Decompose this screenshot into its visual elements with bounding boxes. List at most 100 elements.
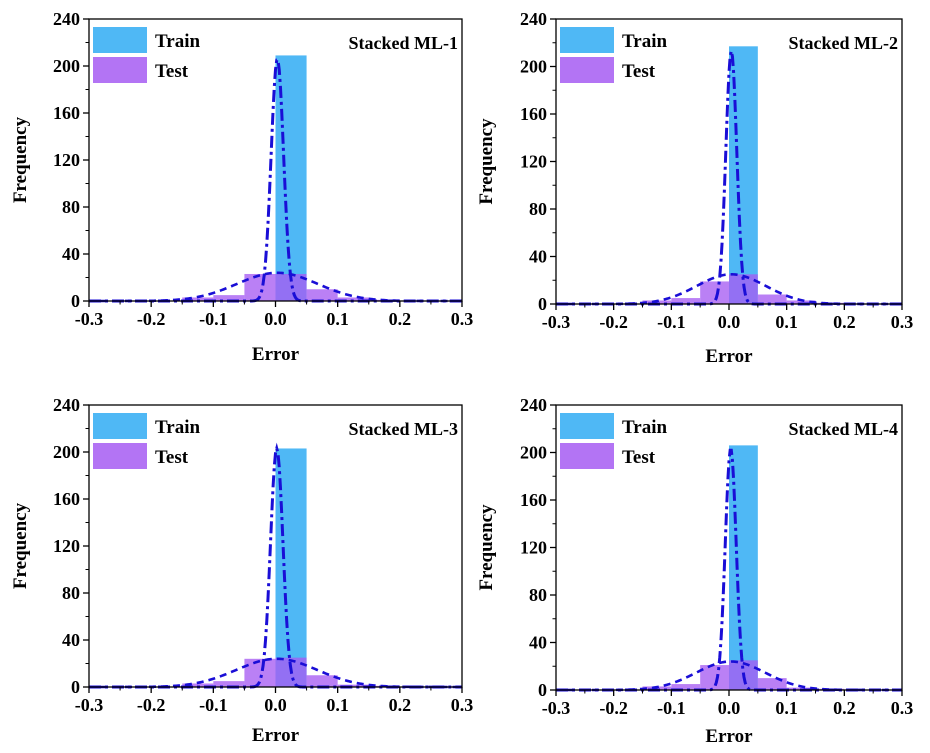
y-tick-label: 120 bbox=[53, 150, 80, 170]
legend-label-train: Train bbox=[155, 417, 200, 438]
x-tick-label: -0.2 bbox=[137, 695, 166, 715]
y-tick-label: 240 bbox=[520, 395, 547, 415]
y-tick-label: 80 bbox=[529, 585, 547, 605]
y-tick-label: 160 bbox=[53, 489, 80, 509]
test-bar bbox=[671, 684, 701, 690]
x-axis-title: Error bbox=[252, 344, 300, 365]
y-tick-label: 200 bbox=[520, 443, 547, 463]
y-tick-label: 120 bbox=[53, 536, 80, 556]
chart-panel-1: -0.3 -0.2 -0.1 0.0 0.1 0.2 0.3 0 40 80 120 160 200 24… bbox=[10, 9, 473, 365]
x-tick-label: 0.2 bbox=[833, 698, 856, 718]
x-tick-label: 0.0 bbox=[264, 695, 287, 715]
x-tick-label: -0.3 bbox=[542, 698, 571, 718]
legend-swatch-train bbox=[93, 413, 147, 439]
legend-label-train: Train bbox=[155, 31, 200, 52]
chart-panel-4: -0.3 -0.2 -0.1 0.0 0.1 0.2 0.3 0 40 80 120 160 200 24… bbox=[476, 395, 913, 747]
train-bar bbox=[729, 46, 758, 304]
x-tick-label: 0.2 bbox=[389, 309, 412, 329]
x-tick-label: -0.3 bbox=[542, 312, 571, 332]
x-tick-label: -0.2 bbox=[599, 312, 628, 332]
test-bar bbox=[700, 665, 729, 690]
chart-panel-3: -0.3 -0.2 -0.1 0.0 0.1 0.2 0.3 0 40 80 120 160 200 24… bbox=[10, 395, 473, 746]
chart-panel-2: -0.3 -0.2 -0.1 0.0 0.1 0.2 0.3 0 40 80 120 160 200 24… bbox=[476, 9, 913, 367]
x-tick-label: -0.1 bbox=[657, 698, 686, 718]
test-bar bbox=[757, 678, 787, 690]
legend-label-test: Test bbox=[155, 61, 189, 82]
test-bar bbox=[213, 681, 245, 687]
y-tick-label: 0 bbox=[71, 677, 80, 697]
legend-swatch-test bbox=[560, 443, 614, 469]
x-tick-label: 0.3 bbox=[891, 698, 914, 718]
y-axis-title: Frequency bbox=[10, 502, 31, 589]
y-tick-label: 200 bbox=[53, 56, 80, 76]
legend-swatch-train bbox=[560, 27, 614, 53]
y-tick-label: 160 bbox=[520, 490, 547, 510]
legend-label-train: Train bbox=[622, 31, 667, 52]
test-bar bbox=[757, 294, 787, 304]
legend-swatch-test bbox=[93, 443, 147, 469]
x-tick-label: -0.2 bbox=[137, 309, 166, 329]
y-tick-label: 160 bbox=[520, 104, 547, 124]
panel-title: Stacked ML-1 bbox=[349, 33, 459, 53]
x-tick-label: 0.1 bbox=[775, 698, 798, 718]
test-bar bbox=[306, 675, 338, 687]
x-tick-label: 0.1 bbox=[775, 312, 798, 332]
test-bar bbox=[786, 300, 816, 304]
y-tick-label: 120 bbox=[520, 538, 547, 558]
y-tick-label: 80 bbox=[529, 199, 547, 219]
y-tick-label: 240 bbox=[520, 9, 547, 29]
legend-swatch-test bbox=[93, 57, 147, 83]
test-bar bbox=[337, 684, 369, 687]
x-tick-label: 0.0 bbox=[718, 698, 741, 718]
test-bar bbox=[700, 281, 729, 304]
y-axis-title: Frequency bbox=[10, 116, 31, 203]
y-tick-label: 200 bbox=[53, 442, 80, 462]
x-tick-label: -0.1 bbox=[657, 312, 686, 332]
x-tick-label: 0.2 bbox=[833, 312, 856, 332]
x-tick-label: -0.3 bbox=[75, 309, 104, 329]
test-bar bbox=[337, 297, 369, 301]
test-bar bbox=[306, 289, 338, 301]
y-tick-label: 40 bbox=[529, 247, 547, 267]
x-tick-label: -0.1 bbox=[199, 695, 228, 715]
legend-swatch-train bbox=[93, 27, 147, 53]
x-tick-label: 0.3 bbox=[451, 309, 474, 329]
x-tick-label: -0.3 bbox=[75, 695, 104, 715]
test-bar bbox=[671, 298, 701, 304]
x-tick-label: 0.1 bbox=[326, 695, 349, 715]
y-tick-label: 80 bbox=[62, 583, 80, 603]
x-axis-title: Error bbox=[705, 726, 753, 747]
y-tick-label: 0 bbox=[538, 294, 547, 314]
legend-label-train: Train bbox=[622, 417, 667, 438]
legend-label-test: Test bbox=[622, 61, 656, 82]
y-tick-label: 120 bbox=[520, 152, 547, 172]
test-bar bbox=[182, 683, 214, 687]
x-tick-label: -0.1 bbox=[199, 309, 228, 329]
x-tick-label: 0.0 bbox=[264, 309, 287, 329]
test-bar bbox=[182, 297, 214, 301]
legend-label-test: Test bbox=[155, 447, 189, 468]
test-bar bbox=[213, 295, 245, 301]
y-axis-title: Frequency bbox=[476, 504, 497, 591]
x-axis-title: Error bbox=[705, 346, 753, 367]
y-tick-label: 160 bbox=[53, 103, 80, 123]
x-tick-label: 0.1 bbox=[326, 309, 349, 329]
y-tick-label: 0 bbox=[71, 291, 80, 311]
panel-title: Stacked ML-3 bbox=[349, 419, 459, 439]
y-tick-label: 240 bbox=[53, 395, 80, 415]
y-tick-label: 240 bbox=[53, 9, 80, 29]
y-tick-label: 200 bbox=[520, 57, 547, 77]
legend-swatch-test bbox=[560, 57, 614, 83]
y-tick-label: 80 bbox=[62, 197, 80, 217]
y-tick-label: 0 bbox=[538, 680, 547, 700]
train-bar bbox=[729, 445, 758, 690]
y-axis-title: Frequency bbox=[476, 118, 497, 205]
y-tick-label: 40 bbox=[62, 630, 80, 650]
y-tick-label: 40 bbox=[529, 633, 547, 653]
legend-label-test: Test bbox=[622, 447, 656, 468]
x-tick-label: 0.3 bbox=[891, 312, 914, 332]
x-tick-label: -0.2 bbox=[599, 698, 628, 718]
x-axis-title: Error bbox=[252, 725, 300, 746]
x-tick-label: 0.3 bbox=[451, 695, 474, 715]
